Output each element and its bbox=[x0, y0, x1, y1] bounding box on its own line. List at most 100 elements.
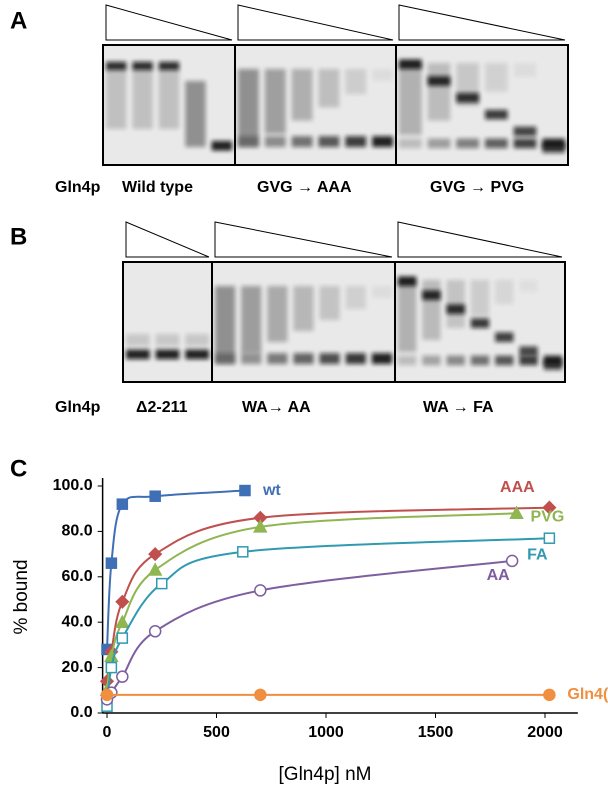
data-point bbox=[105, 557, 118, 569]
gel-frame bbox=[122, 261, 566, 383]
gel-label: Gln4p bbox=[55, 179, 101, 196]
gel-band bbox=[241, 353, 262, 364]
gel-frame bbox=[102, 44, 569, 166]
gel-band bbox=[291, 69, 313, 121]
data-point bbox=[115, 594, 130, 609]
data-point bbox=[116, 632, 129, 644]
data-point bbox=[254, 688, 267, 702]
titration-wedge bbox=[397, 221, 563, 258]
gel-band bbox=[485, 138, 508, 149]
gel-band bbox=[345, 136, 367, 147]
gel-band bbox=[126, 334, 150, 346]
data-point bbox=[543, 532, 556, 544]
gel-band bbox=[267, 353, 288, 364]
gel-band bbox=[422, 280, 441, 340]
data-point bbox=[239, 484, 251, 497]
gel-band bbox=[241, 286, 262, 353]
gel-band bbox=[542, 138, 565, 149]
gel-background bbox=[396, 45, 568, 165]
gel-band bbox=[446, 280, 465, 328]
series-line bbox=[106, 512, 517, 691]
series-label: FA bbox=[527, 546, 548, 563]
gel-band bbox=[519, 346, 538, 356]
gel-band bbox=[470, 355, 490, 366]
gel-band bbox=[398, 280, 417, 352]
y-tick-label: 40.0 bbox=[61, 613, 92, 630]
gel-band bbox=[158, 69, 180, 129]
gel-band bbox=[215, 353, 236, 364]
data-point bbox=[254, 584, 267, 597]
gel-band bbox=[371, 286, 392, 298]
y-tick-label: 20.0 bbox=[61, 659, 92, 676]
gel-band bbox=[422, 355, 441, 366]
gel-label: GVG → PVG bbox=[430, 179, 524, 196]
gel-label: GVG → AAA bbox=[257, 179, 352, 196]
gel-band bbox=[126, 349, 150, 360]
data-point bbox=[542, 500, 557, 515]
gel-band bbox=[513, 126, 537, 137]
series-label: AA bbox=[487, 567, 511, 584]
data-point bbox=[105, 661, 118, 674]
data-point bbox=[116, 670, 129, 683]
data-point bbox=[148, 547, 163, 562]
gel-band bbox=[318, 136, 340, 147]
gel-band bbox=[291, 136, 313, 147]
panel-label: A bbox=[10, 7, 27, 34]
gel-band bbox=[238, 136, 259, 147]
gel-band bbox=[485, 63, 508, 92]
series-label: AAA bbox=[500, 479, 535, 496]
series-label: PVG bbox=[531, 508, 565, 525]
data-point bbox=[115, 614, 130, 628]
gel-band bbox=[185, 334, 209, 346]
series-line bbox=[106, 506, 550, 682]
x-tick-label: 0 bbox=[103, 724, 112, 741]
gel-band bbox=[399, 138, 422, 149]
gel-band bbox=[495, 280, 514, 304]
x-tick-label: 1500 bbox=[418, 724, 454, 741]
y-axis-title: % bound bbox=[11, 559, 32, 634]
gel-band bbox=[132, 69, 153, 129]
gel-band bbox=[158, 61, 180, 71]
gel-band bbox=[319, 286, 340, 320]
gel-band bbox=[185, 349, 209, 360]
series-label: wt bbox=[262, 482, 281, 499]
panel-label: B bbox=[10, 223, 27, 250]
gel-background bbox=[235, 45, 396, 165]
panel-label: C bbox=[10, 455, 27, 482]
x-tick-label: 1000 bbox=[308, 724, 344, 741]
gel-band bbox=[398, 355, 417, 366]
gel-label: Wild type bbox=[122, 179, 193, 196]
gel-band bbox=[470, 318, 490, 328]
gel-label: Gln4p bbox=[55, 399, 101, 416]
gel-band bbox=[513, 138, 537, 149]
gel-band bbox=[293, 286, 314, 331]
gel-band bbox=[372, 69, 393, 81]
gel-band bbox=[372, 136, 393, 147]
gel-band bbox=[211, 141, 232, 151]
gel-band bbox=[456, 138, 479, 149]
gel-band bbox=[446, 355, 465, 366]
gel-band bbox=[495, 332, 514, 342]
gel-band bbox=[519, 280, 538, 292]
data-point bbox=[149, 490, 161, 502]
gel-band bbox=[267, 286, 288, 342]
gel-band bbox=[427, 63, 451, 121]
data-point bbox=[237, 546, 249, 558]
gel-band bbox=[513, 63, 537, 78]
gel-band bbox=[155, 349, 180, 360]
gel-band bbox=[155, 334, 180, 346]
gel-label: WA → FA bbox=[423, 399, 494, 416]
gel-band bbox=[264, 136, 286, 147]
gel-band bbox=[106, 69, 127, 129]
data-point bbox=[156, 577, 168, 590]
gel-label: Δ2-211 bbox=[136, 399, 188, 416]
y-tick-label: 0.0 bbox=[70, 704, 92, 721]
gel-band bbox=[495, 355, 514, 366]
y-tick-label: 100.0 bbox=[53, 477, 93, 494]
x-axis-title: [Gln4p] nM bbox=[279, 764, 372, 785]
gel-band bbox=[345, 69, 367, 95]
gel-band bbox=[345, 353, 366, 364]
titration-wedge bbox=[398, 4, 566, 41]
